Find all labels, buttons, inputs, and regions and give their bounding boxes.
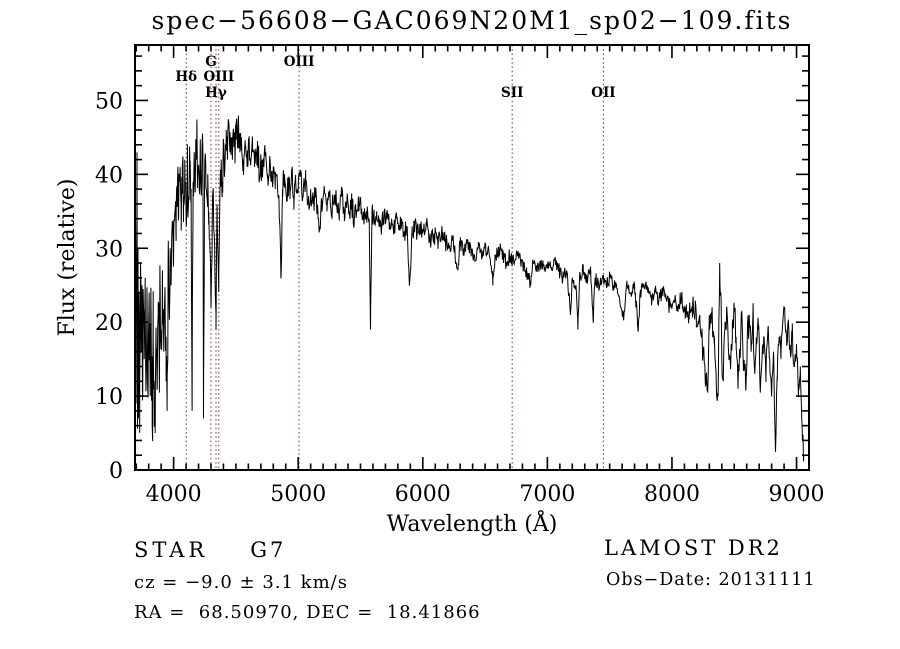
x-tick-label: 7000 (519, 482, 575, 507)
x-tick-label: 4000 (146, 482, 202, 507)
spectral-marker-label: Hγ (205, 85, 227, 101)
chart-title: spec−56608−GAC069N20M1_sp02−109.fits (151, 6, 793, 35)
y-tick-label: 40 (95, 163, 123, 188)
y-tick-label: 20 (95, 311, 123, 336)
spectral-marker-label: OIII (203, 69, 234, 85)
y-axis-label: Flux (relative) (55, 178, 80, 336)
y-tick-label: 30 (95, 237, 123, 262)
object-class: STAR (134, 538, 209, 562)
y-tick-label: 50 (95, 89, 123, 114)
x-tick-label: 8000 (644, 482, 700, 507)
spectral-marker-label: G (205, 54, 217, 70)
object-class-line: STAR G7 (134, 538, 286, 562)
obs-date-label: Obs−Date: 20131111 (606, 570, 816, 590)
cz-velocity-line: cz = −9.0 ± 3.1 km/s (134, 572, 348, 593)
plot-frame (134, 44, 810, 471)
y-tick-label: 10 (95, 385, 123, 410)
spectral-marker-label: OII (591, 85, 615, 101)
object-subclass: G7 (250, 538, 287, 562)
x-axis-label: Wavelength (Å) (387, 509, 558, 537)
spectral-marker-label: Hδ (175, 69, 197, 85)
spectral-marker-label: SII (501, 85, 523, 101)
x-tick-label: 5000 (270, 482, 326, 507)
spectral-marker-label: OIII (284, 54, 315, 70)
survey-label: LAMOST DR2 (604, 536, 783, 560)
x-tick-label: 6000 (395, 482, 451, 507)
ra-dec-line: RA = 68.50970, DEC = 18.41866 (134, 602, 481, 623)
x-tick-label: 9000 (769, 482, 825, 507)
y-tick-label: 0 (109, 459, 123, 484)
spectrum-line (135, 115, 805, 462)
